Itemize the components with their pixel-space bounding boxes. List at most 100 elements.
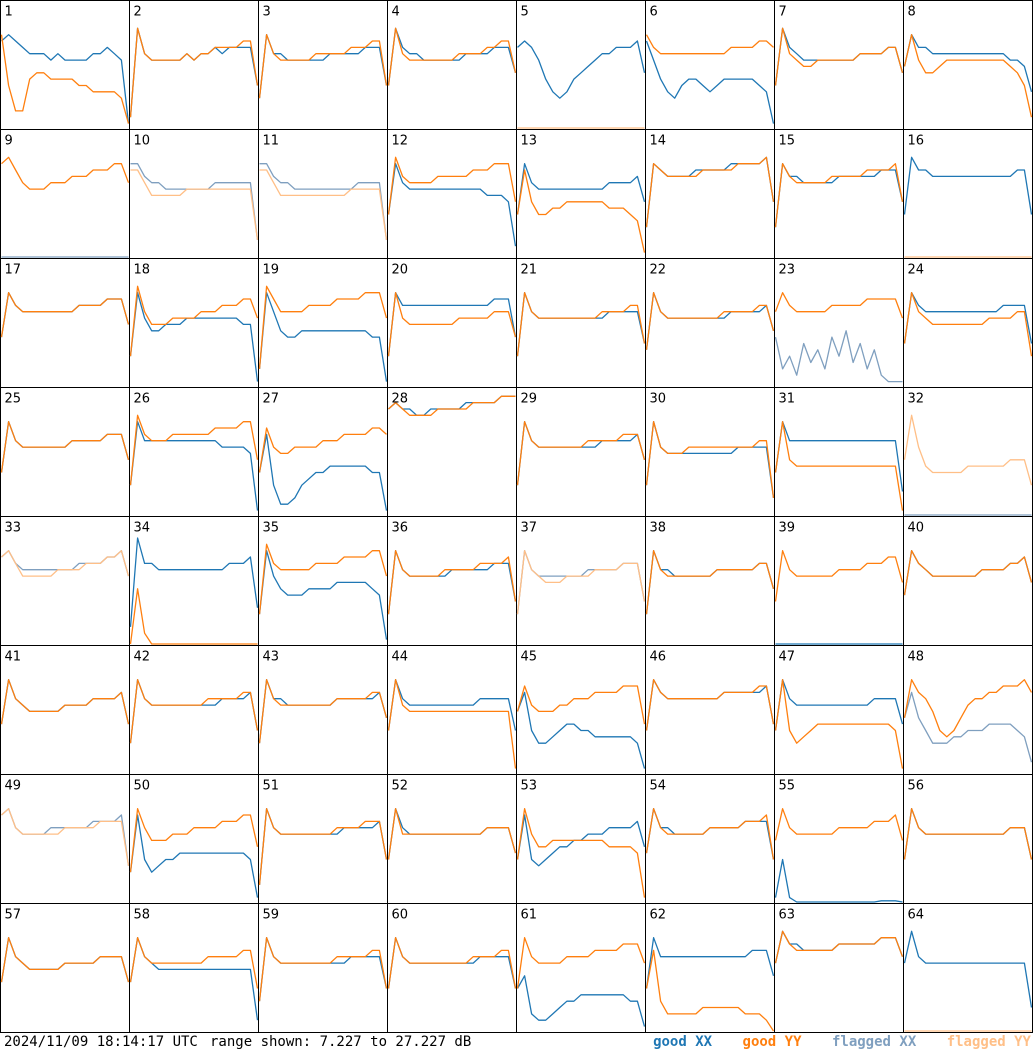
series-yy-line: [387, 292, 517, 357]
tile-label: 45: [521, 650, 538, 665]
tile-frame: [774, 129, 904, 259]
series-yy-line: [774, 679, 904, 769]
tile-frame: [903, 903, 1033, 1033]
tile-label: 4: [392, 5, 400, 20]
tile-24: 24: [903, 258, 1033, 388]
series-xx-line: [1, 34, 130, 124]
series-yy-line: [387, 156, 517, 215]
series-yy-line: [1, 808, 130, 866]
tile-label: 53: [521, 779, 538, 794]
series-xx-line: [516, 691, 646, 769]
legend-good-xx: good XX: [653, 1034, 713, 1050]
tile-label: 11: [263, 134, 280, 149]
tile-label: 27: [263, 392, 280, 407]
tile-frame: [258, 645, 388, 775]
tile-frame: [258, 903, 388, 1033]
series-yy-line: [0, 292, 130, 338]
tile-frame: [0, 129, 130, 259]
tile-label: 58: [134, 908, 151, 923]
series-xx-line: [258, 550, 388, 640]
tile-label: 54: [650, 779, 667, 794]
tile-29: 29: [516, 387, 646, 517]
tile-54: 54: [645, 774, 775, 904]
tile-56: 56: [903, 774, 1033, 904]
tile-frame: [258, 129, 388, 259]
series-yy-line: [645, 550, 775, 615]
tile-frame: [774, 516, 904, 646]
tile-frame: [903, 0, 1033, 130]
tile-frame: [258, 258, 388, 388]
tile-label: 3: [263, 5, 271, 20]
series-xx-line: [517, 40, 646, 99]
series-yy-line: [258, 34, 388, 99]
series-yy-line: [129, 27, 259, 118]
series-yy-line: [774, 292, 904, 319]
tile-frame: [387, 387, 517, 517]
series-yy-line: [903, 34, 1033, 118]
series-yy-line: [645, 421, 775, 498]
tile-label: 17: [5, 263, 22, 278]
tile-39: 39: [774, 516, 904, 646]
tile-frame: [0, 0, 130, 130]
tile-48: 48: [903, 645, 1033, 775]
tile-30: 30: [645, 387, 775, 517]
tile-label: 33: [5, 521, 22, 536]
series-yy-line: [258, 427, 387, 473]
tile-frame: [645, 903, 775, 1033]
tile-frame: [645, 258, 775, 388]
tile-label: 6: [650, 5, 658, 20]
series-xx-line: [516, 163, 646, 215]
tile-label: 42: [134, 650, 151, 665]
tile-label: 49: [5, 779, 22, 794]
series-yy-line: [645, 156, 775, 228]
series-xx-line: [645, 937, 775, 989]
tile-17: 17: [0, 258, 130, 388]
tile-51: 51: [258, 774, 388, 904]
tile-label: 5: [521, 5, 529, 20]
tile-18: 18: [129, 258, 259, 388]
tile-label: 29: [521, 392, 538, 407]
tile-15: 15: [774, 129, 904, 259]
tile-63: 63: [774, 903, 904, 1033]
tile-frame: [387, 645, 517, 775]
tile-38: 38: [645, 516, 775, 646]
tile-frame: [0, 516, 130, 646]
tile-frame: [387, 0, 517, 130]
series-xx-line: [774, 421, 904, 492]
tile-frame: [129, 129, 259, 259]
tile-60: 60: [387, 903, 517, 1033]
tile-frame: [903, 516, 1033, 646]
tile-13: 13: [516, 129, 646, 259]
tile-label: 21: [521, 263, 538, 278]
tile-40: 40: [903, 516, 1033, 646]
series-yy-line: [903, 292, 1033, 357]
tile-label: 30: [650, 392, 667, 407]
tile-frame: [516, 258, 646, 388]
tile-label: 15: [779, 134, 796, 149]
tile-frame: [645, 774, 775, 904]
tile-22: 22: [645, 258, 775, 388]
series-yy-line: [387, 808, 517, 860]
series-yy-line: [645, 34, 774, 55]
tile-label: 36: [392, 521, 409, 536]
tile-label: 61: [521, 908, 538, 923]
tile-frame: [258, 516, 388, 646]
series-yy-line: [129, 937, 259, 989]
series-yy-line: [1, 550, 130, 577]
series-yy-line: [774, 421, 904, 511]
tile-36: 36: [387, 516, 517, 646]
tile-label: 57: [5, 908, 22, 923]
tile-21: 21: [516, 258, 646, 388]
series-yy-line: [774, 930, 904, 964]
tile-23: 23: [774, 258, 904, 388]
series-xx-line: [516, 975, 646, 1027]
legend: good XX good YY flagged XX flagged YY: [631, 1034, 1031, 1050]
legend-flagged-xx: flagged XX: [831, 1034, 917, 1050]
tile-label: 56: [908, 779, 925, 794]
series-yy-line: [1, 156, 130, 190]
tile-label: 28: [392, 392, 409, 407]
tile-50: 50: [129, 774, 259, 904]
series-yy-line: [258, 543, 388, 615]
series-xx-line: [903, 34, 1033, 92]
tile-frame: [516, 903, 646, 1033]
